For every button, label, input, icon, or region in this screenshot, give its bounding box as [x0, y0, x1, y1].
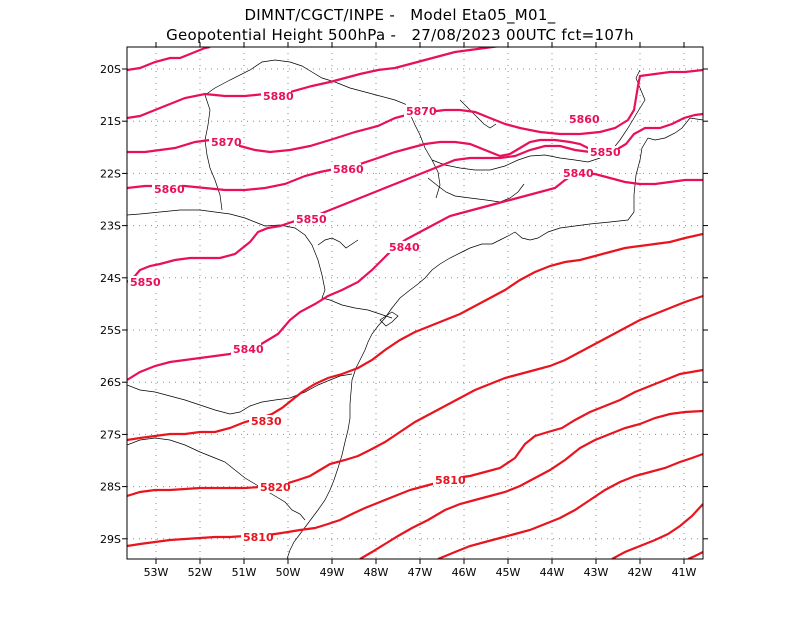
lon-tick-label: 47W: [408, 566, 433, 579]
lon-tick-label: 53W: [144, 566, 169, 579]
lat-tick-label: 26S: [100, 376, 121, 389]
contour-label: 5820: [260, 481, 291, 494]
contours: [127, 47, 703, 559]
contour-5790: [611, 503, 703, 559]
lat-tick-label: 27S: [100, 428, 121, 441]
lat-tick-label: 29S: [100, 533, 121, 546]
lon-tick-label: 46W: [452, 566, 477, 579]
contour-label: 5810: [243, 531, 274, 544]
coastline: [286, 117, 703, 559]
lon-tick-label: 44W: [540, 566, 565, 579]
chart-title-line-2: Geopotential Height 500hPa - 27/08/2023 …: [166, 26, 634, 44]
state-border-3: [127, 437, 306, 521]
chart-title-line-1: DIMNT/CGCT/INPE - Model Eta05_M01_: [244, 6, 556, 24]
lon-tick-label: 42W: [628, 566, 653, 579]
map-frame: [126, 46, 704, 560]
lon-tick-label: 48W: [364, 566, 389, 579]
lon-tick-label: 49W: [320, 566, 345, 579]
contour-5800: [437, 452, 703, 559]
contour-5810-east: [359, 409, 703, 559]
contour-label: 5860: [154, 183, 185, 196]
lat-tick-label: 24S: [100, 272, 121, 285]
contour-5870-north: [127, 47, 501, 120]
contour-label: 5860: [333, 163, 364, 176]
lat-tick-label: 25S: [100, 324, 121, 337]
state-border-4: [204, 59, 441, 199]
contour-label: 5830: [251, 415, 282, 428]
axis-ticks: [122, 42, 708, 564]
contour-5820: [127, 294, 703, 498]
lon-tick-label: 51W: [232, 566, 257, 579]
state-border-7: [427, 177, 525, 203]
latitude-axis: 20S 21S 22S 23S 24S 25S 26S 27S 28S 29S: [100, 63, 121, 546]
lat-tick-label: 21S: [100, 115, 121, 128]
contour-5860: [127, 112, 703, 192]
contour-label: 5850: [296, 213, 327, 226]
contour-label: 5860: [569, 113, 600, 126]
contour-label: 5840: [563, 167, 594, 180]
lat-tick-label: 20S: [100, 63, 121, 76]
contour-5850: [127, 144, 601, 283]
lat-tick-label: 23S: [100, 220, 121, 233]
lat-tick-label: 22S: [100, 167, 121, 180]
longitude-axis: 53W 52W 51W 50W 49W 48W 47W 46W 45W 44W 43W 42W 41W: [144, 566, 697, 579]
contour-label: 5840: [233, 343, 264, 356]
state-border-1: [127, 209, 393, 319]
lon-tick-label: 43W: [584, 566, 609, 579]
state-border-6: [431, 69, 646, 171]
state-border-5: [204, 94, 223, 211]
river-paranapanema: [317, 237, 359, 249]
contour-5830: [127, 232, 703, 442]
lon-tick-label: 52W: [188, 566, 213, 579]
lon-tick-label: 45W: [496, 566, 521, 579]
contour-label: 5850: [590, 146, 621, 159]
contour-5780: [687, 551, 703, 559]
contour-labels-red: 5830 5820 5810 5810: [241, 415, 466, 544]
contour-label: 5840: [389, 241, 420, 254]
lon-tick-label: 50W: [276, 566, 301, 579]
contour-5810-west: [127, 368, 703, 548]
lake-detail: [459, 99, 497, 129]
contour-5840: [127, 173, 576, 381]
contour-label: 5870: [406, 105, 437, 118]
contour-5880: [127, 47, 211, 72]
contour-label: 5880: [263, 90, 294, 103]
coastline-and-borders: [127, 59, 703, 559]
contour-label: 5810: [435, 474, 466, 487]
contour-label: 5870: [211, 136, 242, 149]
contour-labels: 5880 5870 5870 5860 5860 5860 5850 5850 …: [128, 90, 621, 356]
lon-tick-label: 41W: [672, 566, 697, 579]
lat-lon-grid: [127, 47, 703, 559]
lat-tick-label: 28S: [100, 481, 121, 494]
contour-label: 5850: [130, 276, 161, 289]
coast-island: [379, 311, 399, 327]
state-border-2: [127, 373, 353, 415]
